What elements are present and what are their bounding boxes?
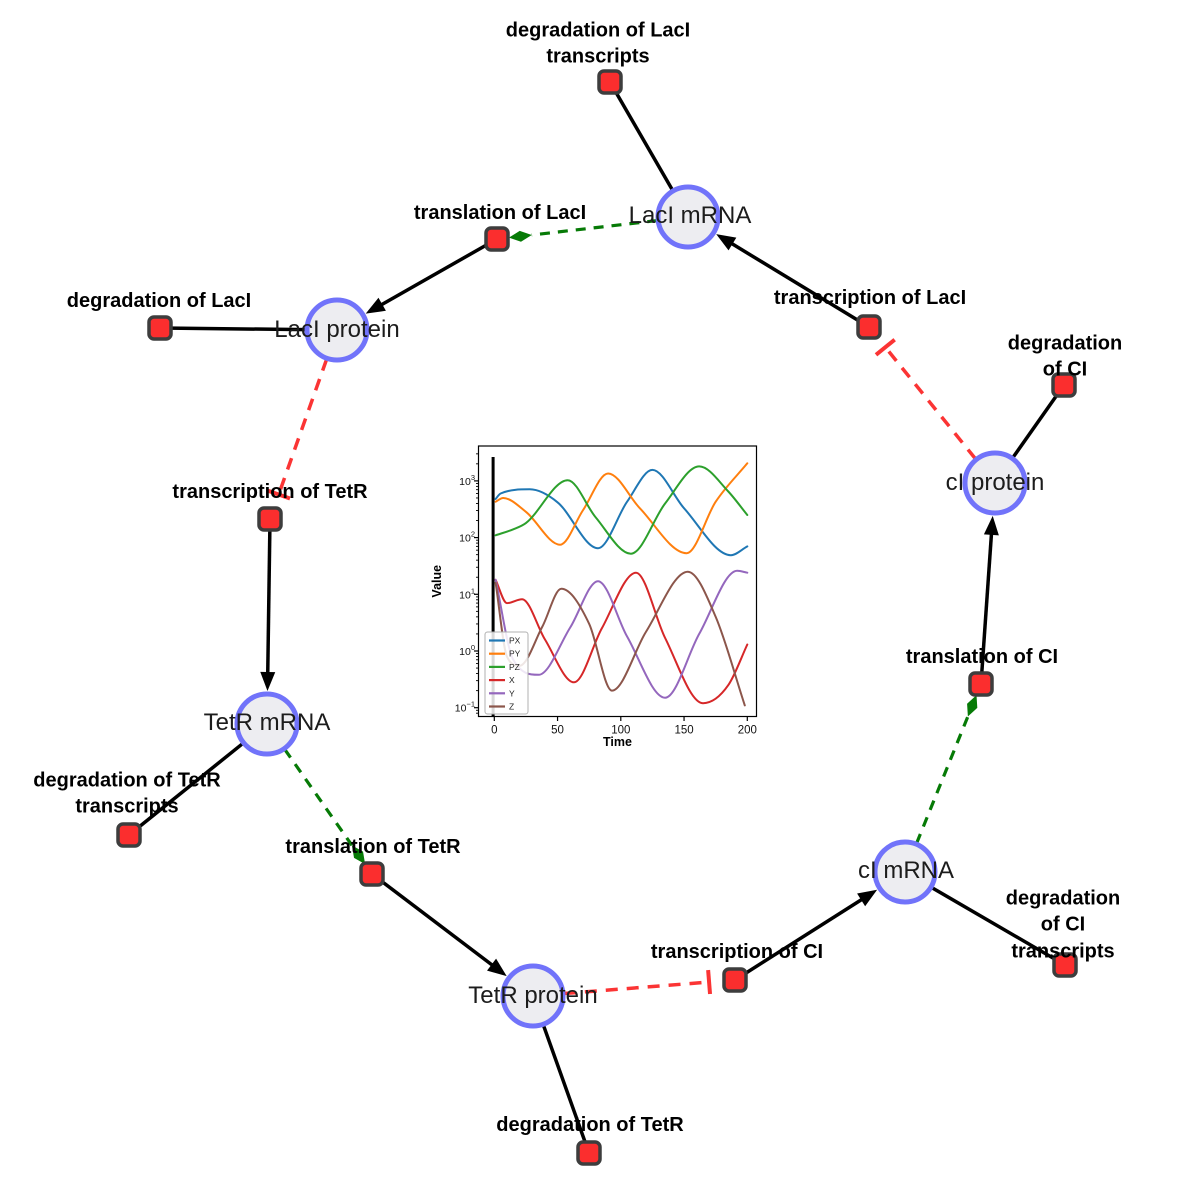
- edge-modifier-laci_mrna-transl_laci-diamond: [508, 230, 532, 242]
- legend: PX PY PZ XYZ: [484, 631, 529, 715]
- series-line-PX: [494, 468, 749, 557]
- edge-production-tx_tetr-tetr_mrna-arrowhead: [260, 671, 276, 692]
- edge-inhibition-laci_protein-tx_tetr: [277, 358, 329, 496]
- plot-background: [430, 430, 780, 765]
- reaction-node-deg_laci_tx[interactable]: [597, 69, 623, 95]
- reaction-node-deg_ci[interactable]: [1051, 372, 1077, 398]
- reaction-node-transl_ci[interactable]: [968, 671, 994, 697]
- edge-production-transl_ci-ci_protein: [979, 530, 994, 685]
- legend-item-Z: Z: [509, 702, 514, 712]
- inset-timecourse-plot: 0 50 100 150 20010310210110010−1TimeValuePXP…: [430, 430, 780, 765]
- reaction-node-transl_laci[interactable]: [484, 226, 510, 252]
- series-line-X: [494, 571, 749, 705]
- y-axis-label: Value: [430, 565, 444, 598]
- legend-item-PZ: PZ: [509, 662, 520, 672]
- edge-production-tx_tetr-tetr_mrna: [265, 518, 272, 677]
- species-node-tetr_mrna[interactable]: [234, 691, 300, 757]
- edge-inhibition-laci_protein-tx_tetr-tbar: [266, 488, 291, 501]
- edge-production-transl_tetr-tetr_protein-arrowhead: [487, 958, 507, 977]
- edge-consumption-laci_protein-deg_laci: [159, 326, 307, 332]
- edge-inhibition-tetr_protein-tx_ci-tbar: [706, 969, 713, 995]
- edge-consumption-tetr_protein-deg_tetr: [541, 1024, 591, 1154]
- reaction-node-tx_laci[interactable]: [856, 314, 882, 340]
- legend-box: [484, 631, 529, 715]
- edge-consumption-laci_mrna-deg_laci_tx: [608, 81, 675, 192]
- edge-modifier-ci_mrna-transl_ci-diamond: [967, 695, 978, 717]
- reaction-node-tx_ci[interactable]: [722, 967, 748, 993]
- legend-item-PX: PX: [509, 636, 521, 646]
- legend-item-Y: Y: [509, 688, 515, 698]
- edge-inhibition-ci_protein-tx_laci-tbar: [874, 338, 896, 357]
- reaction-node-deg_tetr[interactable]: [576, 1140, 602, 1166]
- species-node-tetr_protein[interactable]: [500, 963, 566, 1029]
- edge-production-tx_ci-ci_mrna: [734, 896, 866, 982]
- edge-production-tx_ci-ci_mrna-arrowhead: [857, 889, 878, 907]
- edge-consumption-tetr_mrna-deg_tetr_tx: [127, 742, 244, 837]
- edge-inhibition-ci_protein-tx_laci: [883, 346, 977, 460]
- edge-production-transl_tetr-tetr_protein: [370, 872, 496, 969]
- edge-inhibition-tetr_protein-tx_ci: [563, 980, 710, 996]
- edge-modifier-ci_mrna-transl_ci: [915, 715, 970, 844]
- reaction-node-transl_tetr[interactable]: [359, 861, 385, 887]
- species-node-laci_protein[interactable]: [304, 297, 370, 363]
- x-tick-label: 0: [491, 725, 497, 737]
- edge-production-transl_ci-ci_protein-arrowhead: [983, 515, 999, 536]
- edge-production-tx_laci-laci_mrna-arrowhead: [716, 234, 737, 251]
- series-line-PY: [494, 462, 749, 555]
- x-axis-label: Time: [603, 735, 632, 749]
- reaction-node-tx_tetr[interactable]: [257, 506, 283, 532]
- legend-item-X: X: [509, 675, 515, 685]
- edge-production-transl_laci-laci_protein: [377, 237, 498, 308]
- edge-production-tx_laci-laci_mrna: [728, 240, 870, 329]
- species-node-ci_protein[interactable]: [962, 450, 1028, 516]
- x-tick-label: 150: [674, 725, 693, 737]
- legend-item-PY: PY: [509, 649, 521, 659]
- x-tick-label: 100: [611, 725, 630, 737]
- x-tick-label: 200: [738, 725, 757, 737]
- series-line-PZ: [494, 465, 749, 555]
- species-node-laci_mrna[interactable]: [655, 184, 721, 250]
- edge-consumption-ci_mrna-deg_ci_tx: [930, 886, 1066, 967]
- edge-production-transl_laci-laci_protein-arrowhead: [365, 297, 386, 314]
- edge-modifier-tetr_mrna-transl_tetr: [283, 748, 354, 847]
- reaction-node-deg_ci_tx[interactable]: [1052, 952, 1078, 978]
- x-tick-label: 50: [551, 725, 564, 737]
- reaction-node-deg_laci[interactable]: [147, 315, 173, 341]
- edge-modifier-tetr_mrna-transl_tetr-diamond: [351, 845, 366, 865]
- reaction-node-deg_tetr_tx[interactable]: [116, 822, 142, 848]
- species-node-ci_mrna[interactable]: [872, 839, 938, 905]
- axes-frame: [477, 445, 758, 718]
- edge-modifier-laci_mrna-transl_laci: [531, 218, 658, 237]
